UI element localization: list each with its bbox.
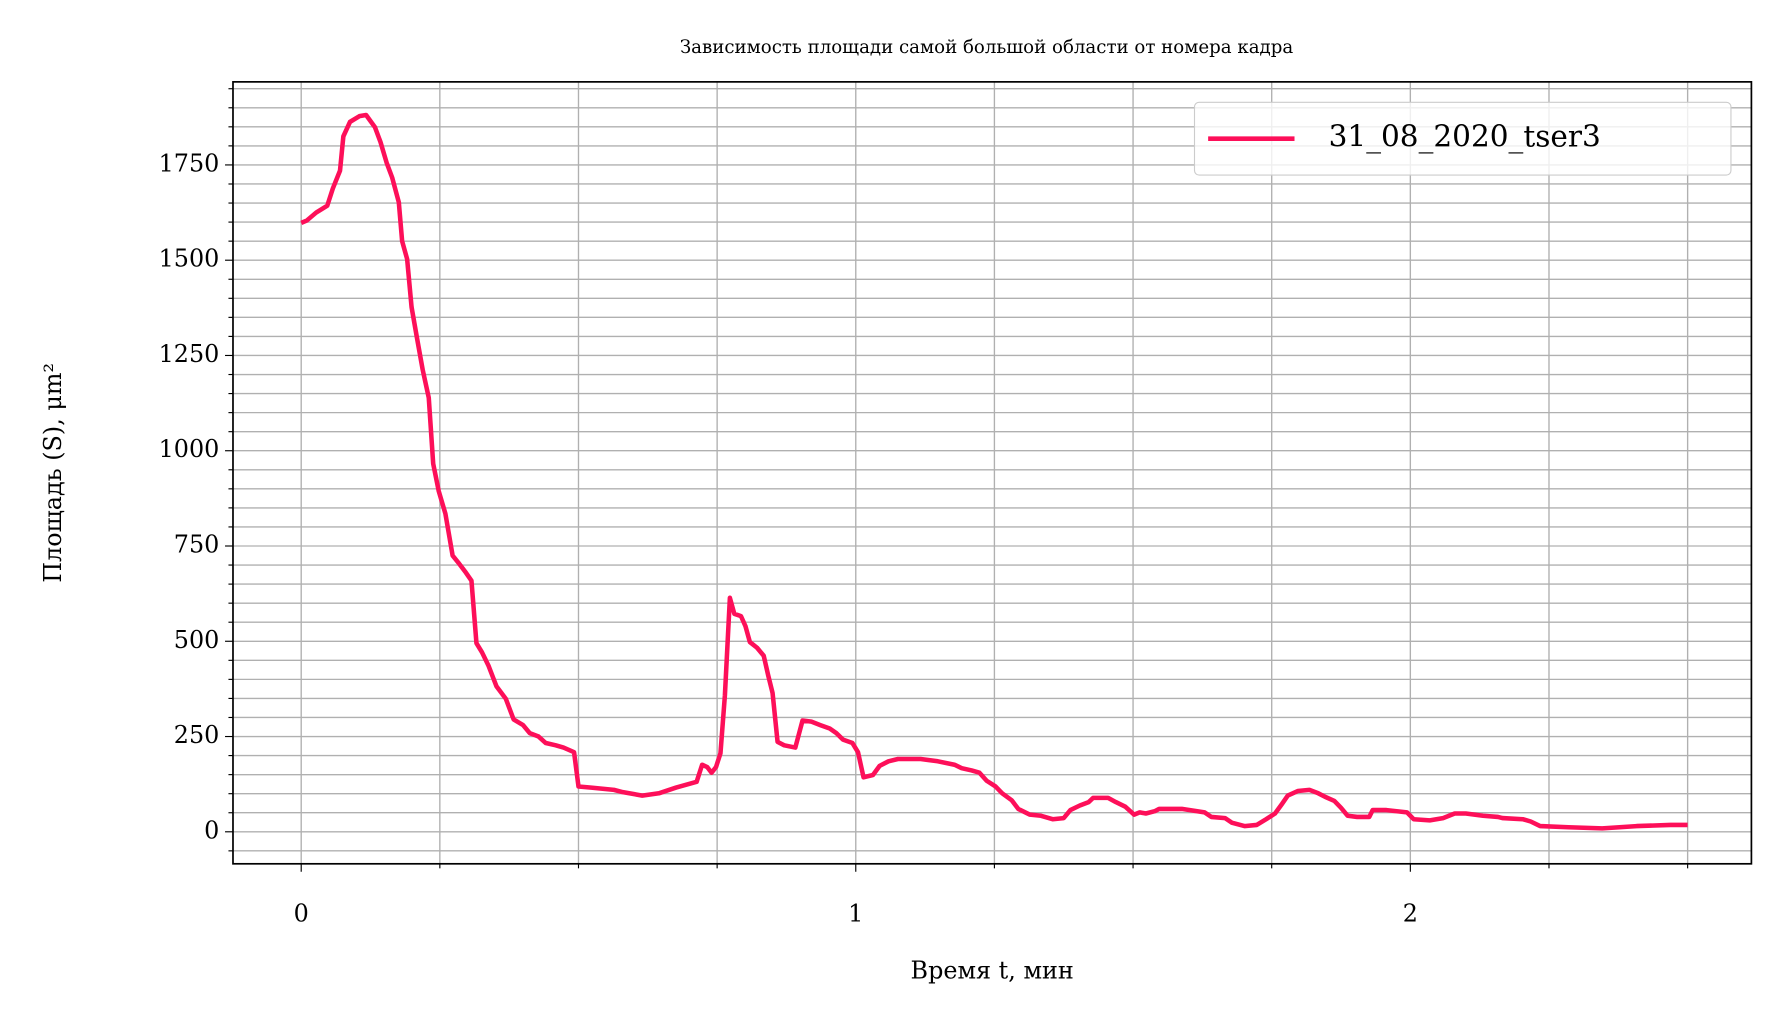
y-tick-label: 1250 (159, 340, 220, 368)
plot-frame (232, 81, 1753, 865)
y-tick-label: 250 (174, 721, 220, 749)
legend-label: 31_08_2020_tser3 (1329, 120, 1601, 155)
y-axis-label: Площадь (S), μm² (39, 363, 67, 583)
y-tick-label: 1000 (159, 435, 220, 463)
y-tick-label: 500 (174, 626, 220, 654)
x-tick-label: 0 (294, 899, 309, 927)
x-axis-label: Время t, мин (911, 956, 1074, 984)
y-tick-label: 0 (204, 816, 219, 844)
x-tick-label: 2 (1403, 899, 1418, 927)
x-tick-label: 1 (848, 899, 863, 927)
y-tick-label: 750 (174, 530, 220, 558)
legend-box (1193, 101, 1732, 176)
series-line (300, 112, 1688, 831)
y-tick-label: 1750 (159, 149, 220, 177)
y-tick-label: 1500 (159, 245, 220, 273)
chart-title: Зависимость площади самой большой област… (680, 37, 1294, 58)
